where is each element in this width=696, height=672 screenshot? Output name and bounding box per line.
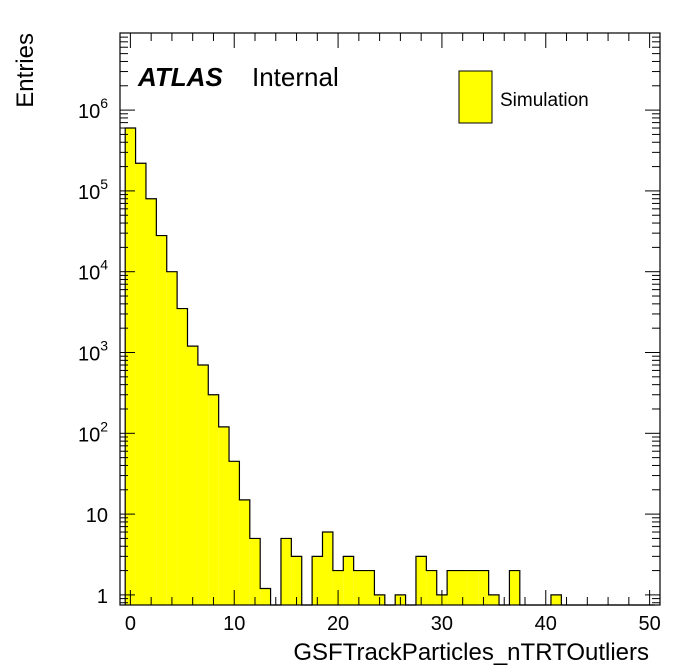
x-tick-label: 50 [638, 613, 660, 635]
histogram-bar [415, 556, 427, 605]
y-tick-label: 105 [78, 176, 108, 204]
x-tick-label: 40 [535, 613, 557, 635]
histogram-bar [280, 538, 292, 605]
histogram-bars [125, 128, 562, 606]
y-tick-label: 103 [78, 338, 108, 366]
y-tick-label-exponent: 6 [100, 95, 108, 111]
histogram-bar [322, 532, 333, 605]
y-tick-label: 10 [86, 505, 108, 527]
histogram-bar [478, 570, 489, 605]
histogram-bar [426, 570, 437, 605]
histogram-bar [332, 570, 344, 605]
y-tick-label-base: 10 [86, 505, 108, 527]
y-tick-label-exponent: 5 [100, 176, 108, 192]
histogram-bar [550, 594, 562, 605]
legend-swatch-simulation [458, 70, 493, 124]
histogram-bar [166, 271, 178, 605]
y-tick-label: 102 [78, 418, 108, 446]
y-tick-label-base: 10 [78, 344, 100, 366]
histogram-bar [156, 235, 167, 606]
y-tick-label-base: 1 [97, 586, 108, 608]
x-tick-label: 20 [327, 613, 349, 635]
x-axis-title: GSFTrackParticles_nTRTOutliers [293, 639, 649, 666]
axis-ticks [120, 32, 660, 605]
histogram-bar [467, 570, 479, 605]
histogram-bar [457, 570, 468, 605]
x-tick-labels: 0 10 20 30 40 50 [125, 613, 661, 635]
y-tick-label-base: 10 [78, 424, 100, 446]
y-tick-label: 1 [97, 586, 108, 608]
x-tick-label: 30 [431, 613, 453, 635]
histogram-bar [187, 346, 198, 605]
histogram-bar [364, 570, 375, 605]
atlas-internal-tag: Internal [252, 62, 339, 92]
y-tick-label-base: 10 [78, 101, 100, 123]
x-tick-label: 0 [125, 613, 136, 635]
y-tick-label-exponent: 4 [100, 257, 108, 273]
histogram-bar [125, 128, 136, 605]
plot-frame [119, 32, 661, 606]
histogram-bar [260, 588, 271, 605]
y-tick-label-base: 10 [78, 182, 100, 204]
y-tick-label-base: 10 [78, 263, 100, 285]
histogram-bar [488, 594, 500, 605]
y-tick-label: 104 [78, 257, 108, 285]
histogram-bar [343, 556, 354, 605]
histogram-bar [208, 394, 219, 605]
histogram-bar [135, 163, 146, 605]
atlas-label: ATLAS [137, 62, 223, 92]
histogram-bar [291, 556, 302, 605]
histogram-bar [509, 570, 520, 605]
x-tick-label: 10 [223, 613, 245, 635]
histogram-bar [177, 308, 188, 605]
histogram-bar [197, 365, 209, 605]
histogram-bar [249, 538, 261, 605]
histogram-bar [145, 198, 157, 605]
y-tick-label-exponent: 2 [100, 418, 108, 434]
histogram-bar [239, 499, 250, 605]
legend-label-simulation: Simulation [500, 90, 589, 111]
histogram-bar [447, 570, 458, 605]
histogram-bar [218, 426, 230, 605]
y-tick-label-exponent: 3 [100, 338, 108, 354]
histogram-bar [229, 461, 240, 605]
histogram-bar [312, 556, 323, 605]
histogram-bar [353, 570, 365, 605]
y-tick-label: 106 [78, 95, 108, 123]
y-axis-title: Entries [12, 33, 39, 108]
